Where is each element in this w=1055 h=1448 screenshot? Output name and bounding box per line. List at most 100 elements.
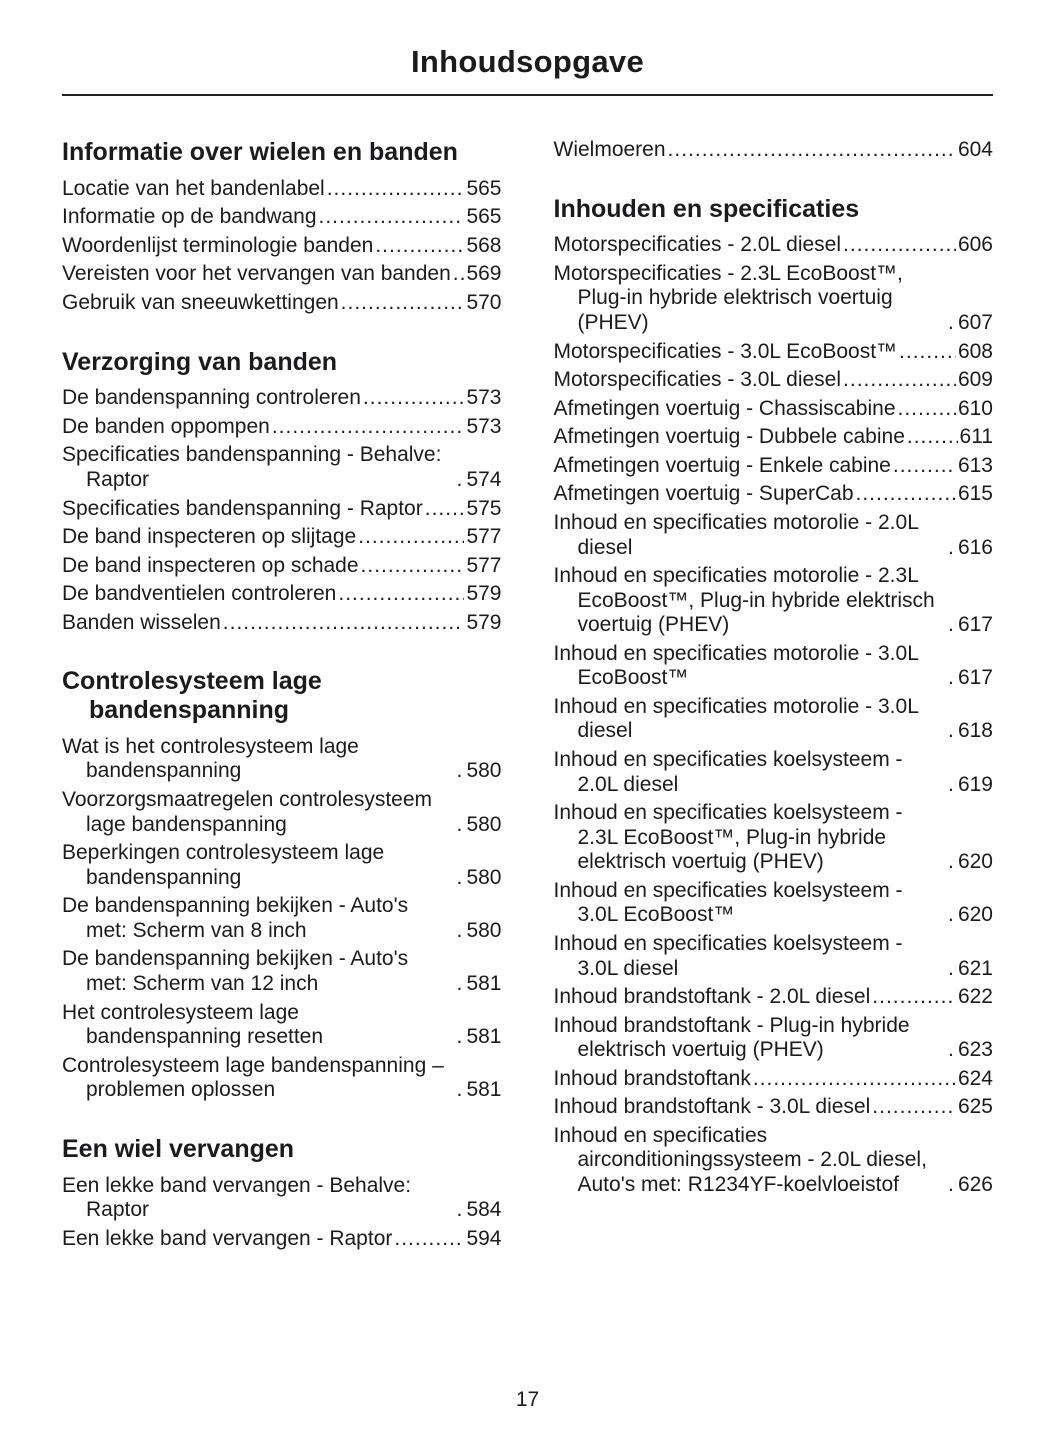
toc-entry-label: Inhoud en specificaties koelsysteem - 3.… [553,878,903,927]
dot-leader: ........................................… [456,971,464,995]
toc-entry-label: Het controlesysteem lage bandenspanning … [62,1000,324,1049]
toc-entry-page: 580 [466,812,502,836]
toc-entry-page: 617 [957,666,993,690]
toc-entry: Specificaties bandenspanning - Raptor...… [62,497,502,522]
toc-entry-label: Inhoud en specificaties koelsysteem - 3.… [553,931,903,980]
section-heading: Controlesysteem lage bandenspanning [62,667,322,725]
dot-leader: ........................................… [872,1095,956,1119]
toc-entry-page: 619 [957,772,993,796]
section-heading: Inhouden en specificaties [553,194,860,223]
dot-leader: ........................................… [947,956,956,980]
dot-leader: ........................................… [843,233,956,257]
toc-entry-label: Specificaties bandenspanning - Behalve: … [62,443,442,491]
toc-entry-page: 620 [957,850,993,874]
toc-entry-label: Gebruik van sneeuwkettingen [62,291,339,314]
toc-entry-page: 610 [957,396,993,420]
toc-entry-label: Een lekke band vervangen - Behalve: Rapt… [62,1173,412,1222]
toc-entry-page: 617 [957,613,993,637]
toc-columns: Informatie over wielen en banden Locatie … [62,138,993,1255]
dot-leader: ........................................… [456,1078,464,1102]
toc-entry: Een lekke band vervangen - Raptor.......… [62,1227,502,1252]
toc-entry: De bandenspanning controleren...........… [62,386,502,411]
toc-entry-label: Wat is het controlesysteem lage bandensp… [62,734,359,783]
dot-leader: ........................................… [362,386,465,410]
dot-leader: ........................................… [424,496,465,520]
toc-entry: Inhoud en specificaties koelsysteem - 3.… [554,879,994,928]
toc-entry-label: Afmetingen voertuig - Dubbele cabine [553,425,905,449]
toc-entry-label: Inhoud en specificaties motorolie - 2.0L… [553,510,919,559]
toc-entry-page: 574 [466,468,502,491]
toc-entry-label: Inhoud brandstoftank - Plug-in hybride e… [553,1013,910,1062]
toc-entry-page: 580 [466,759,502,783]
dot-leader: ........................................… [340,291,465,314]
toc-entry-page: 622 [957,985,993,1009]
toc-entry-page: 604 [957,138,993,161]
toc-entry-page: 620 [957,903,993,927]
toc-entry: Informatie op de bandwang...............… [62,205,502,230]
toc-entry-page: 575 [466,496,502,520]
dot-leader: ........................................… [947,850,956,874]
toc-entry: Inhoud en specificaties motorolie - 2.0L… [554,511,994,560]
toc-entry-label: Beperkingen controlesysteem lage bandens… [62,841,385,889]
toc-entry-label: Inhoud brandstoftank - 2.0L diesel [553,985,871,1009]
dot-leader: ........................................… [326,176,465,200]
dot-leader: ........................................… [667,138,956,161]
toc-entry-label: Een lekke band vervangen - Raptor [62,1226,393,1250]
toc-entry-page: 611 [959,425,993,449]
dot-leader: ........................................… [375,233,465,257]
toc-entry-label: Inhoud en specificaties motorolie - 3.0L… [553,694,919,743]
dot-leader: ........................................… [843,368,956,392]
toc-entry-page: 618 [957,719,993,743]
toc-entry: Motorspecificaties - 2.0L diesel........… [554,233,994,258]
toc-entry: Voorzorgsmaatregelen controlesysteem lag… [62,788,502,837]
toc-entry: Afmetingen voertuig - Chassiscabine.....… [554,397,994,422]
toc-entry: Afmetingen voertuig - Enkele cabine.....… [554,454,994,479]
dot-leader: ........................................… [358,525,464,549]
toc-section: Controlesysteem lage bandenspanning Wat i… [62,667,502,1102]
toc-entry-page: 579 [466,610,502,634]
toc-entry-label: Inhoud brandstoftank - 3.0L diesel [553,1095,871,1119]
toc-entry-page: 606 [957,233,993,257]
toc-entry-label: Motorspecificaties - 3.0L EcoBoost™ [553,339,898,363]
dot-leader: ........................................… [222,610,465,634]
toc-entry-label: Inhoud en specificaties motorolie - 2.3L… [553,564,935,637]
toc-entry: Het controlesysteem lage bandenspanning … [62,1001,502,1050]
dot-leader: ........................................… [452,262,465,286]
toc-entry-page: 621 [957,956,993,980]
dot-leader: ........................................… [271,414,465,438]
toc-entry: Inhoud en specificaties koelsysteem - 3.… [554,932,994,981]
toc-section: Inhouden en specificaties Motorspecificat… [554,195,994,1198]
toc-entry-label: Inhoud en specificaties motorolie - 3.0L… [553,641,919,690]
dot-leader: ........................................… [456,812,464,836]
toc-entry-page: 625 [957,1095,993,1119]
toc-entry-page: 565 [466,176,502,200]
toc-entry: Wielmoeren..............................… [554,138,994,163]
toc-entry-page: 581 [466,1078,502,1102]
toc-entry-label: Motorspecificaties - 2.3L EcoBoost™, Plu… [553,261,903,334]
dot-leader: ........................................… [947,666,956,690]
toc-entry-page: 569 [466,262,502,286]
dot-leader: ........................................… [892,453,956,477]
toc-entry: Beperkingen controlesysteem lage bandens… [62,841,502,890]
toc-entry: De bandenspanning bekijken - Auto's met:… [62,947,502,996]
toc-entry-label: Inhoud en specificaties koelsysteem - 2.… [553,801,903,874]
dot-leader: ........................................… [456,865,464,889]
toc-entry-page: 579 [466,582,502,606]
toc-entry-page: 608 [957,339,993,363]
toc-entry-page: 607 [957,311,993,334]
dot-leader: ........................................… [897,396,956,420]
toc-entry-label: Specificaties bandenspanning - Raptor [62,496,423,520]
toc-entry-label: Wielmoeren [553,138,666,161]
toc-entry-page: 609 [957,368,993,392]
dot-leader: ........................................… [456,468,464,491]
toc-entry-page: 580 [466,918,502,942]
toc-entry-page: 577 [466,525,502,549]
dot-leader: ........................................… [947,903,956,927]
toc-section: Informatie over wielen en banden Locatie … [62,138,502,316]
toc-entry: Specificaties bandenspanning - Behalve: … [62,443,502,492]
toc-entry-page: 581 [466,1025,502,1049]
toc-entry-page: 573 [466,414,502,438]
dot-leader: ........................................… [318,205,465,229]
toc-entry-label: Vereisten voor het vervangen van banden [62,262,451,286]
